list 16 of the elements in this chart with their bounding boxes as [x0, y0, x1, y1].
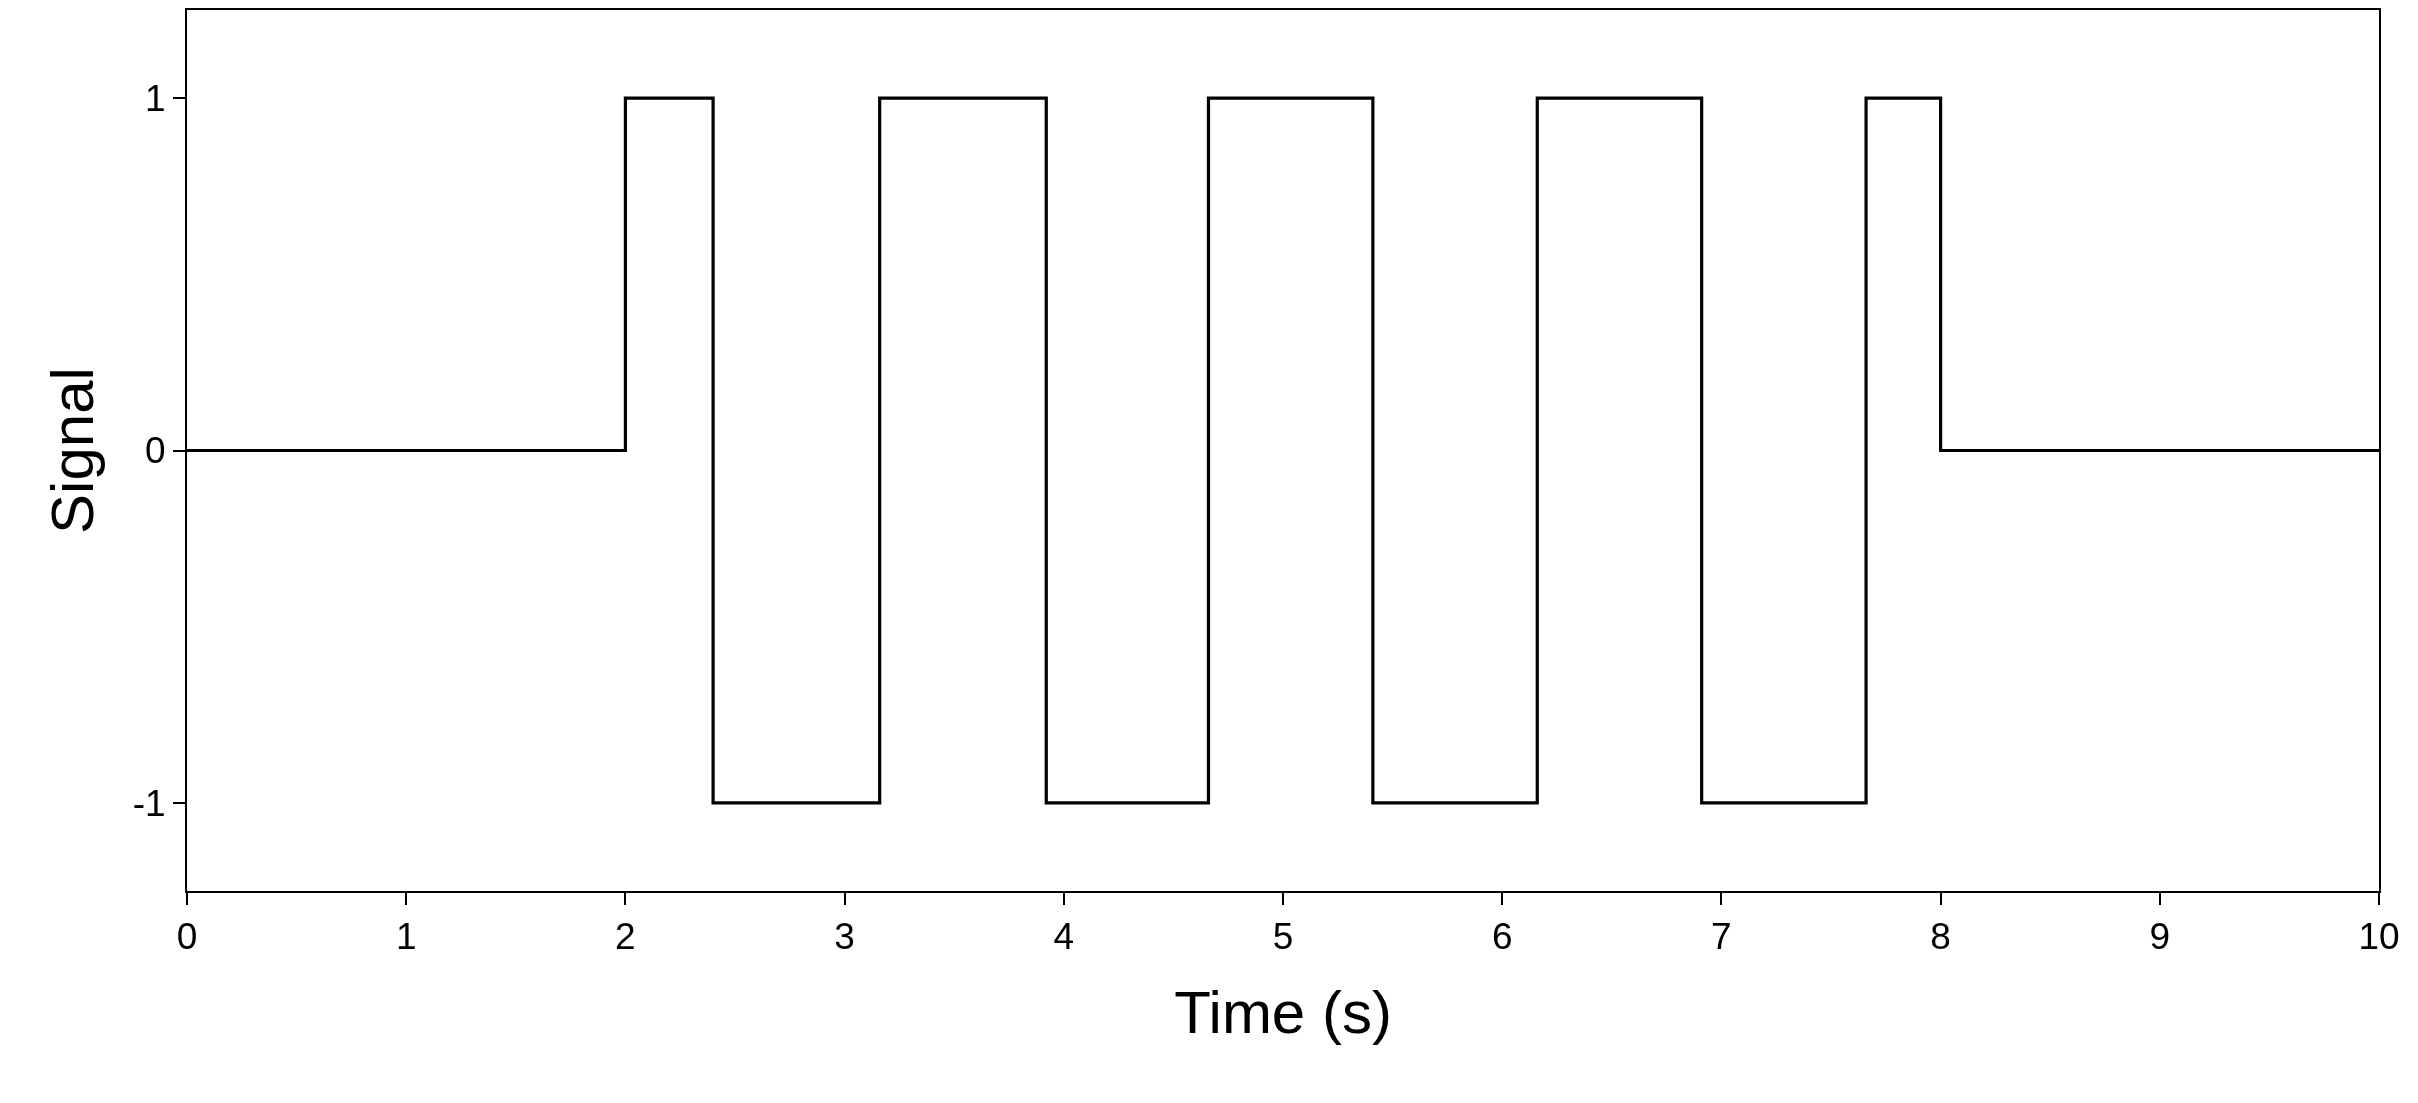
x-tick-label: 4: [1053, 916, 1075, 958]
y-tick-label: -1: [132, 782, 166, 824]
x-tick-label: 7: [1711, 916, 1732, 958]
x-tick-label: 8: [1930, 916, 1951, 958]
y-axis-title: Signal: [38, 367, 106, 534]
x-tick-label: 10: [2358, 916, 2400, 958]
y-tick-label: 0: [145, 430, 166, 472]
x-tick-label: 0: [176, 916, 198, 958]
x-tick-label: 1: [395, 916, 417, 958]
x-axis-title: Time (s): [1174, 979, 1392, 1047]
x-tick-label: 9: [2149, 916, 2171, 958]
x-tick-label: 6: [1491, 916, 1513, 958]
x-tick-label: 5: [1272, 916, 1294, 958]
y-tick-label: 1: [145, 78, 166, 120]
x-tick-label: 3: [834, 916, 855, 958]
x-tick-label: 2: [615, 916, 636, 958]
